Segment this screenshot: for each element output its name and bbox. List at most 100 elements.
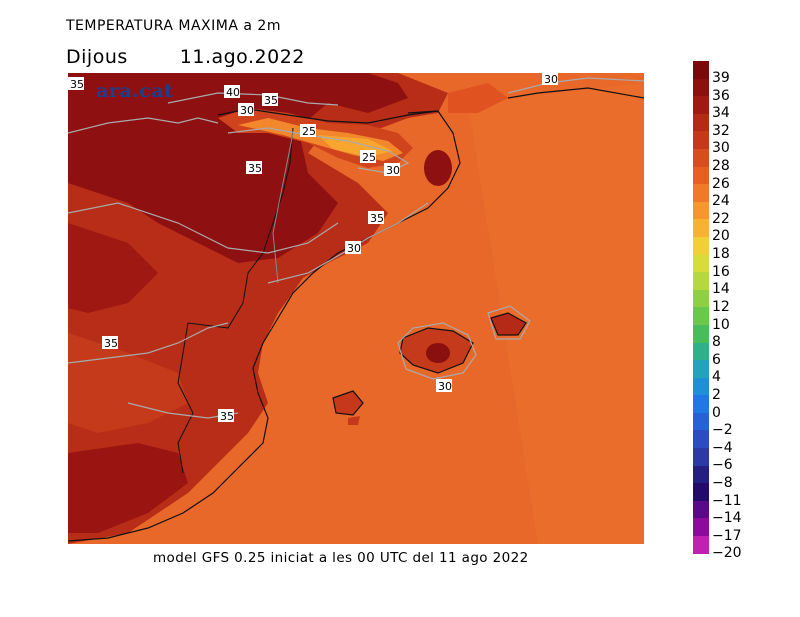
colorbar-swatch bbox=[693, 254, 709, 273]
colorbar-label: 16 bbox=[712, 263, 730, 280]
contour-label: 25 bbox=[360, 150, 376, 164]
ara-cat-logo: ara.cat bbox=[96, 80, 174, 102]
colorbar-swatch bbox=[693, 78, 709, 97]
contour-label: 30 bbox=[436, 379, 452, 393]
colorbar-swatch bbox=[693, 342, 709, 361]
colorbar-swatch bbox=[693, 307, 709, 325]
contour-label: 30 bbox=[238, 103, 254, 117]
contour-label: 30 bbox=[542, 73, 558, 86]
forecast-date: 11.ago.2022 bbox=[179, 46, 305, 68]
colorbar-swatch bbox=[693, 61, 709, 79]
hot-west bbox=[68, 223, 158, 313]
svg-text:35: 35 bbox=[370, 212, 384, 225]
svg-text:30: 30 bbox=[544, 73, 558, 86]
svg-text:30: 30 bbox=[347, 242, 361, 255]
hot-core-north bbox=[68, 73, 408, 263]
contour-35-central bbox=[68, 202, 339, 254]
contour-label: 25 bbox=[300, 124, 316, 138]
colorbar-swatch bbox=[693, 113, 709, 132]
colorbar-label: 10 bbox=[712, 316, 730, 333]
colorbar-label: −20 bbox=[712, 545, 742, 562]
colorbar-label: −14 bbox=[712, 510, 742, 527]
contour-30-menorca bbox=[487, 305, 531, 340]
temperature-map: 35 40 35 30 25 25 30 35 35 35 30 30 35 3… bbox=[68, 73, 644, 544]
colorbar-label: −6 bbox=[712, 457, 733, 474]
coastline bbox=[68, 110, 461, 542]
chart-title: TEMPERATURA MAXIMA a 2m bbox=[66, 18, 281, 34]
colorbar-label: 32 bbox=[712, 122, 730, 139]
border-regions bbox=[177, 127, 294, 474]
colorbar-swatch bbox=[693, 395, 709, 413]
contour-label: 35 bbox=[246, 161, 262, 175]
colorbar-label: 18 bbox=[712, 246, 730, 263]
border-catalonia-aragon bbox=[272, 132, 294, 284]
colorbar-swatch bbox=[693, 430, 709, 449]
colorbar-swatch bbox=[693, 219, 709, 237]
svg-text:25: 25 bbox=[302, 125, 316, 138]
colorbar-swatch bbox=[693, 360, 709, 378]
colorbar-label: −8 bbox=[712, 474, 733, 491]
contour-label: 35 bbox=[368, 211, 384, 225]
colorbar-label: 39 bbox=[712, 70, 730, 86]
warm-southwest bbox=[68, 333, 188, 433]
contour-35-north bbox=[68, 117, 219, 134]
svg-text:25: 25 bbox=[362, 151, 376, 164]
colorbar-label: 28 bbox=[712, 158, 730, 175]
colorbar-label: 0 bbox=[712, 404, 721, 421]
colorbar-label: 12 bbox=[712, 298, 730, 315]
forecast-day: Dijous bbox=[66, 46, 128, 68]
contour-label: 30 bbox=[384, 163, 400, 177]
colorbar-label: 2 bbox=[712, 386, 721, 403]
colorbar-label: −4 bbox=[712, 439, 733, 456]
colorbar-swatch bbox=[693, 448, 709, 466]
contour-label: 40 bbox=[224, 85, 240, 99]
svg-text:35: 35 bbox=[248, 162, 262, 175]
contour-label: 30 bbox=[345, 241, 361, 255]
colorbar-label: 20 bbox=[712, 228, 730, 245]
colorbar-swatch bbox=[693, 272, 709, 290]
coastal-north bbox=[448, 83, 508, 113]
colorbar-swatch bbox=[693, 377, 709, 396]
colorbar-label: −17 bbox=[712, 527, 742, 544]
colorbar-label: 8 bbox=[712, 334, 721, 351]
svg-text:30: 30 bbox=[386, 164, 400, 177]
mallorca-hot-spot bbox=[426, 343, 450, 363]
colorbar-label: 30 bbox=[712, 140, 730, 157]
svg-text:35: 35 bbox=[104, 337, 118, 350]
colorbar-swatch bbox=[693, 184, 709, 202]
colorbar-swatch bbox=[693, 131, 709, 149]
svg-text:30: 30 bbox=[240, 104, 254, 117]
map-svg: 35 40 35 30 25 25 30 35 35 35 30 30 35 3… bbox=[68, 73, 644, 544]
colorbar-swatch bbox=[693, 148, 709, 167]
contour-label: 35 bbox=[218, 409, 234, 423]
formentera-island bbox=[348, 416, 360, 425]
colorbar bbox=[693, 61, 709, 554]
colorbar-label: 6 bbox=[712, 351, 721, 368]
colorbar-swatch bbox=[693, 412, 709, 431]
hot-south bbox=[68, 443, 188, 533]
colorbar-label: 4 bbox=[712, 369, 721, 386]
svg-text:35: 35 bbox=[264, 94, 278, 107]
colorbar-swatch bbox=[693, 96, 709, 114]
colorbar-swatch bbox=[693, 324, 709, 343]
chart-subtitle: Dijous 11.ago.2022 bbox=[66, 46, 305, 68]
colorbar-swatch bbox=[693, 536, 709, 554]
contour-30-mallorca bbox=[397, 322, 477, 380]
sea-field-east bbox=[468, 83, 644, 544]
colorbar-label: 22 bbox=[712, 210, 730, 227]
colorbar-swatch bbox=[693, 201, 709, 220]
contour-label: 35 bbox=[68, 77, 84, 91]
coastline-france bbox=[507, 87, 644, 99]
colorbar-label: −2 bbox=[712, 422, 733, 439]
colorbar-label: 24 bbox=[712, 193, 730, 210]
ibiza-island bbox=[333, 391, 363, 415]
contour-30-north-sea bbox=[507, 77, 644, 94]
svg-text:30: 30 bbox=[438, 380, 452, 393]
model-caption: model GFS 0.25 iniciat a les 00 UTC del … bbox=[153, 550, 529, 566]
contour-35-west bbox=[68, 322, 229, 364]
ibiza-coast bbox=[332, 390, 364, 416]
colorbar-swatch bbox=[693, 236, 709, 255]
colorbar-label: 34 bbox=[712, 105, 730, 122]
svg-text:35: 35 bbox=[70, 78, 84, 91]
mallorca-coast bbox=[399, 327, 474, 374]
